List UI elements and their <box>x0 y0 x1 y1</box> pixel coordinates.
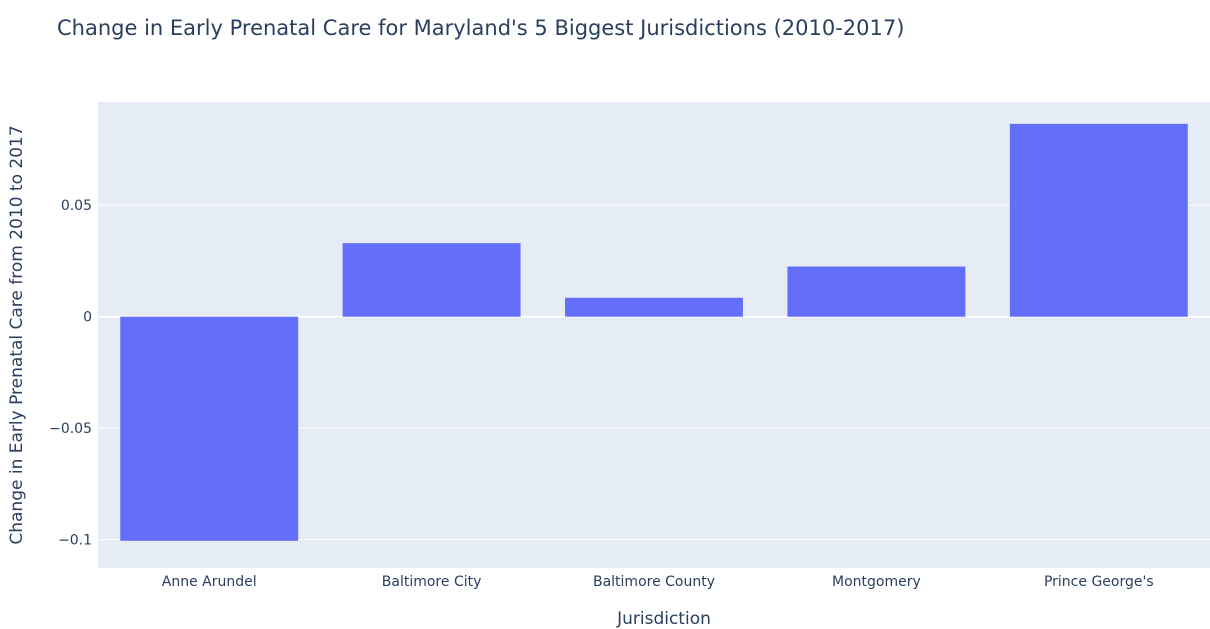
bars <box>120 123 1188 541</box>
bar[interactable] <box>342 243 521 317</box>
y-tick-label: 0.05 <box>61 198 92 214</box>
x-tick-label: Baltimore County <box>593 574 715 590</box>
bar[interactable] <box>787 266 966 317</box>
x-axis-title: Jurisdiction <box>616 609 711 629</box>
y-tick-label: −0.05 <box>49 421 92 437</box>
x-tick-label: Baltimore City <box>382 574 482 590</box>
y-tick-label: −0.1 <box>58 533 92 549</box>
x-tick-label: Prince George's <box>1044 574 1154 590</box>
x-axis-ticks: Anne Arundel Baltimore City Baltimore Coun… <box>162 574 1154 590</box>
x-tick-label: Montgomery <box>832 574 921 590</box>
bar[interactable] <box>120 316 299 541</box>
x-tick-label: Anne Arundel <box>162 574 257 590</box>
bar[interactable] <box>1009 123 1188 317</box>
y-tick-label: 0 <box>83 310 92 326</box>
y-axis-ticks: −0.1 −0.05 0 0.05 <box>49 198 92 548</box>
y-axis-title: Change in Early Prenatal Care from 2010 … <box>7 125 27 544</box>
bar[interactable] <box>565 297 743 317</box>
chart-title: Change in Early Prenatal Care for Maryla… <box>57 16 904 40</box>
